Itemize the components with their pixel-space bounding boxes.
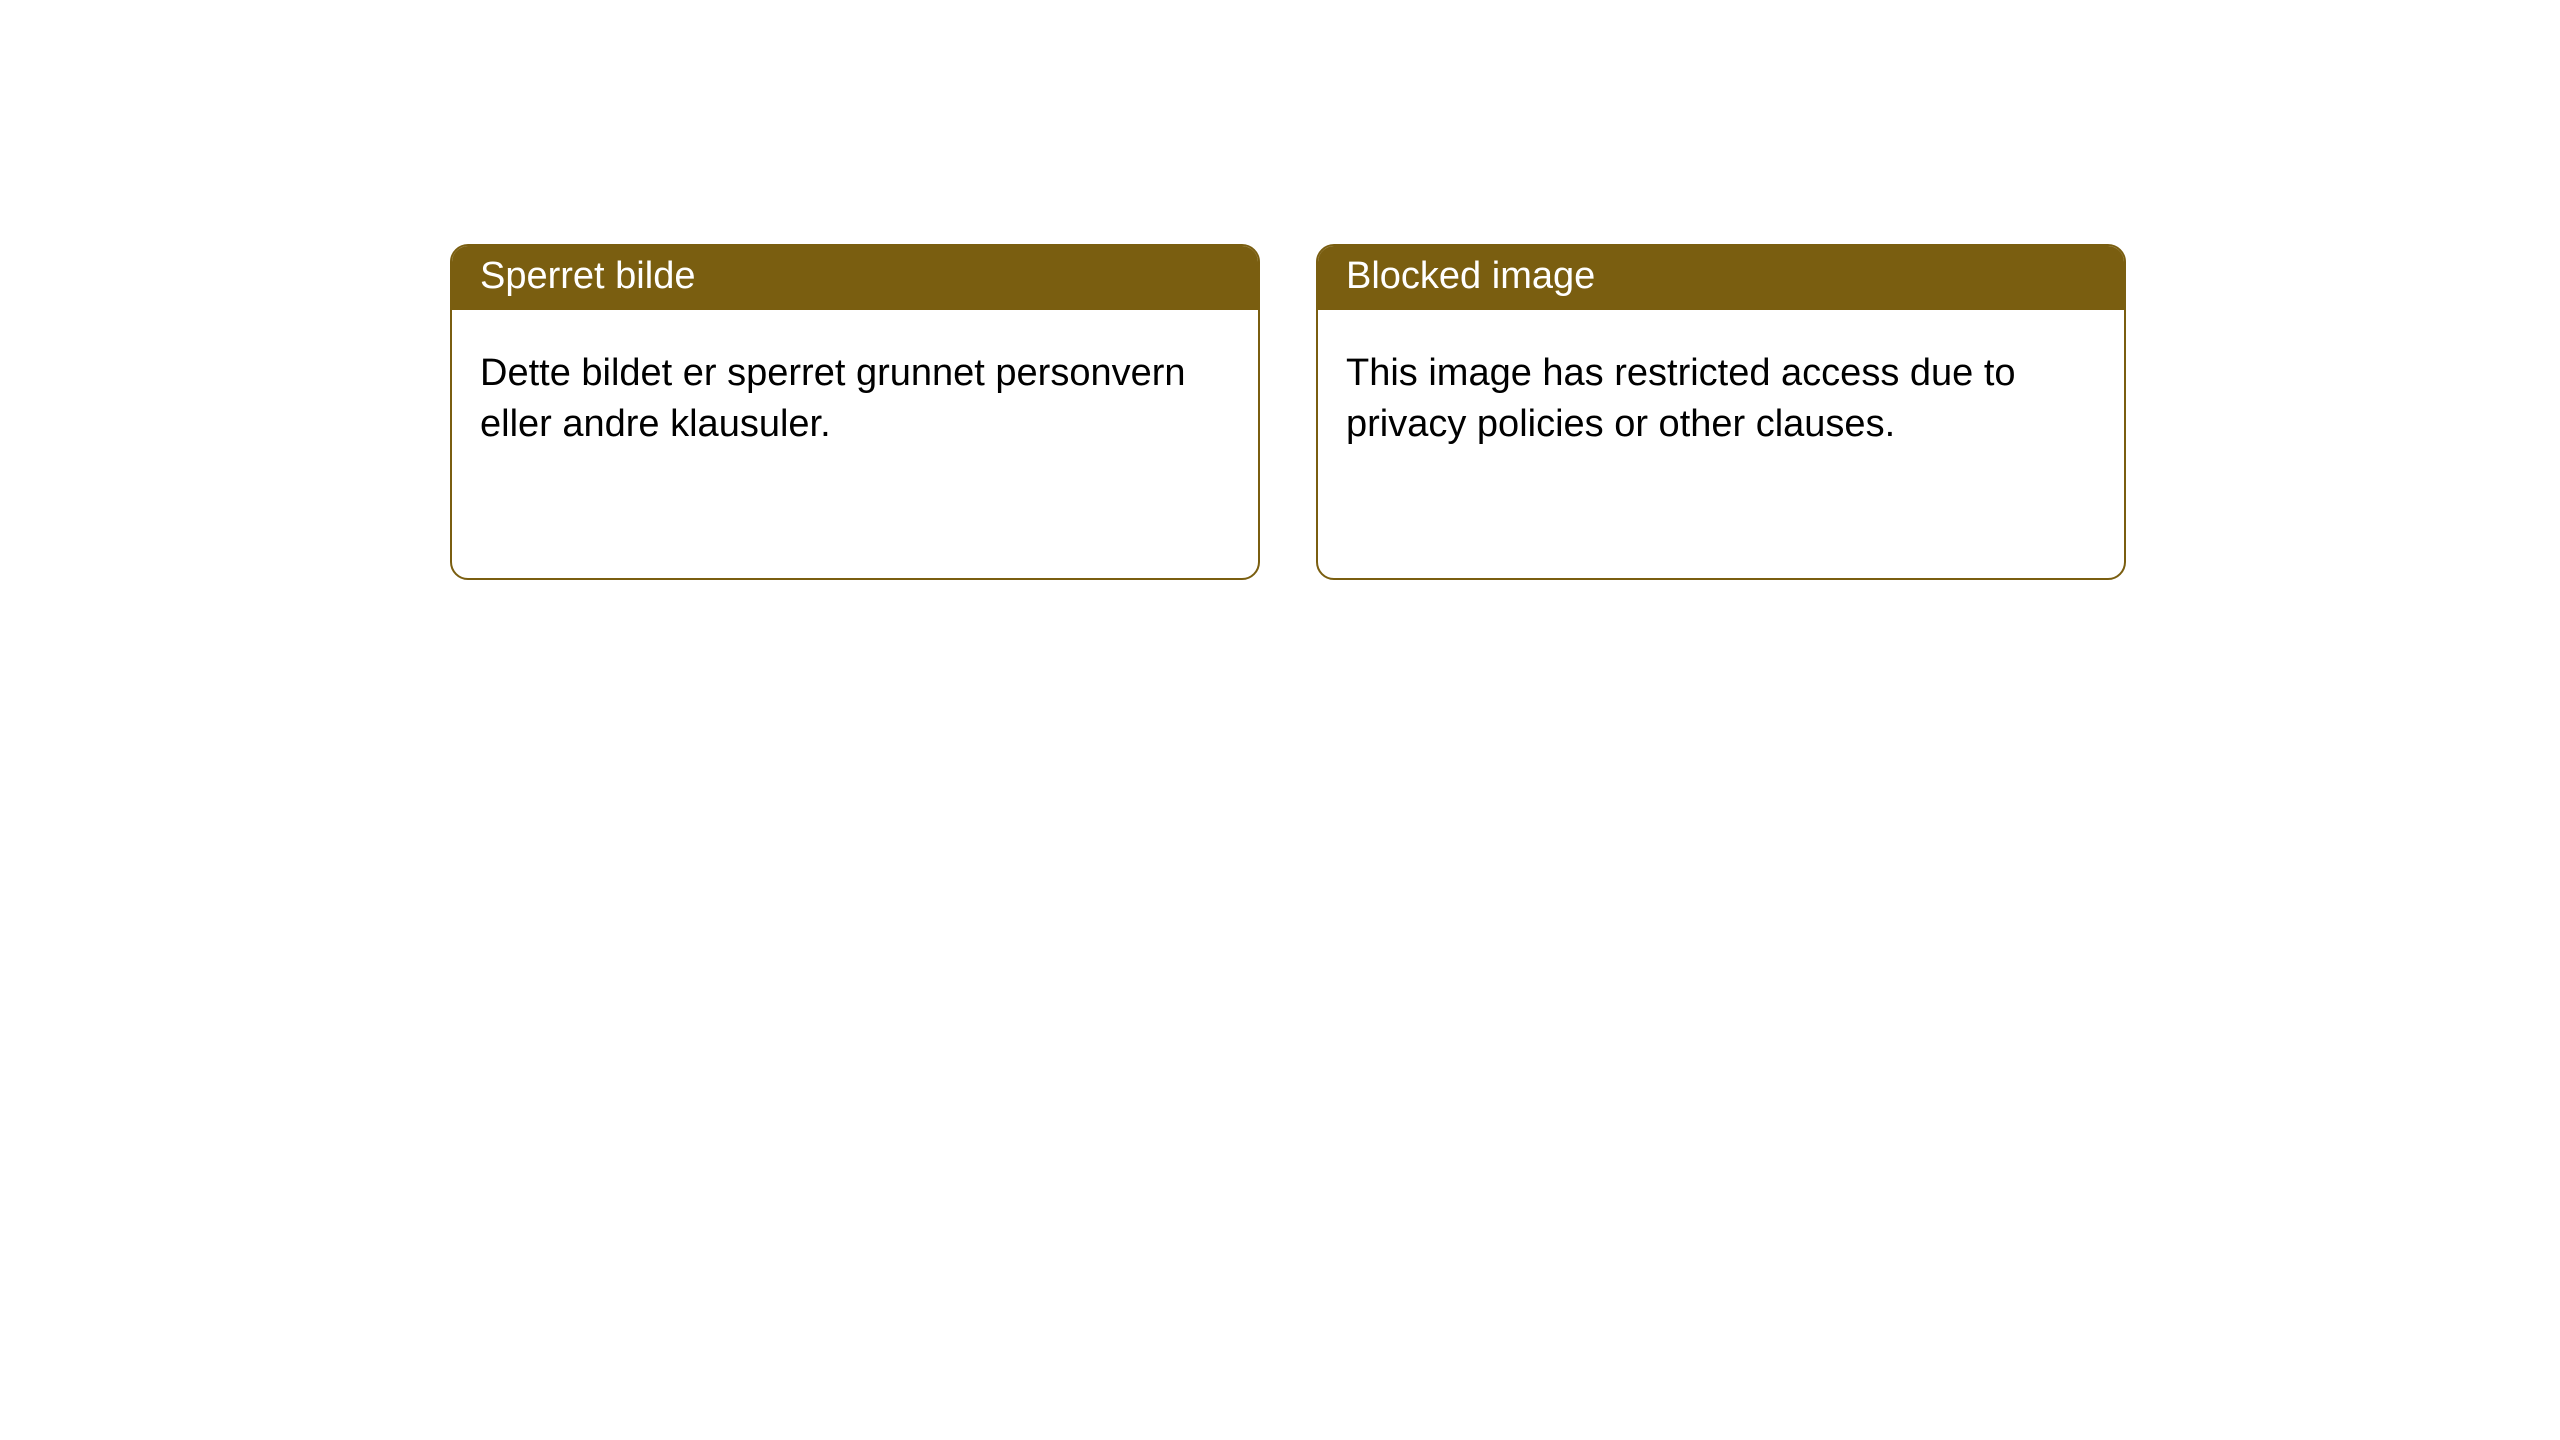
card-header: Blocked image xyxy=(1318,246,2124,310)
card-body: This image has restricted access due to … xyxy=(1318,310,2124,479)
card-body: Dette bildet er sperret grunnet personve… xyxy=(452,310,1258,479)
notice-container: Sperret bilde Dette bildet er sperret gr… xyxy=(0,0,2560,580)
notice-card-norwegian: Sperret bilde Dette bildet er sperret gr… xyxy=(450,244,1260,580)
notice-card-english: Blocked image This image has restricted … xyxy=(1316,244,2126,580)
card-header: Sperret bilde xyxy=(452,246,1258,310)
